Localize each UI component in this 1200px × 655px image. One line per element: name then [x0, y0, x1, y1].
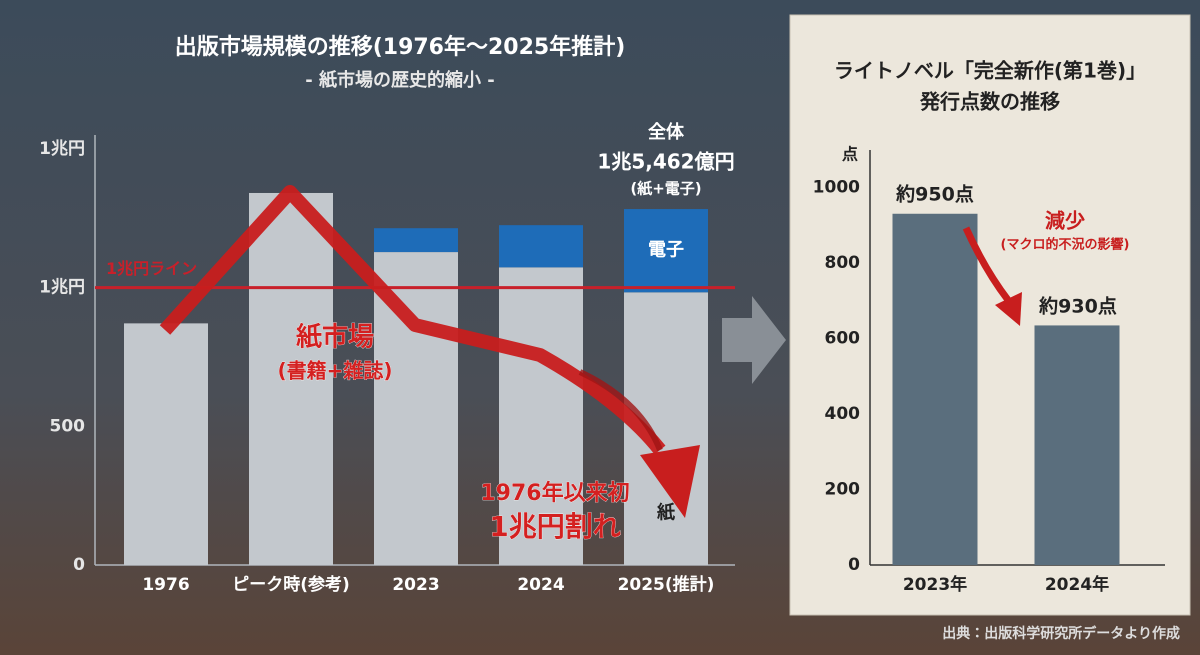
annotation: (紙+電子) — [630, 180, 701, 198]
annotation: (書籍+雑誌) — [277, 359, 392, 383]
y-tick-label: 200 — [825, 480, 861, 500]
x-tick-label: 2025(推計) — [618, 574, 715, 595]
series-label: 電子 — [648, 240, 684, 261]
chart-title: 出版市場規模の推移(1976年〜2025年推計) — [175, 34, 626, 60]
annotation: 1兆円割れ — [489, 510, 620, 543]
trend-arrow — [159, 185, 666, 455]
source: 出典：出版科学研究所データより作成 — [942, 625, 1180, 642]
x-tick-label: 2023 — [392, 575, 439, 595]
annotation: 1兆5,462億円 — [597, 150, 734, 174]
annotation: 約950点 — [895, 183, 974, 206]
y-tick-label: 400 — [825, 404, 861, 424]
bar — [892, 213, 978, 565]
y-tick-label: 1000 — [813, 178, 860, 198]
bar-segment — [124, 323, 208, 565]
reference-line-label: 1兆円ライン — [106, 259, 197, 278]
chart-title: ライトノベル「完全新作(第1巻)」 — [834, 59, 1146, 83]
annotation: 約930点 — [1038, 295, 1117, 318]
series-label: 紙 — [657, 502, 675, 524]
y-tick-label: 1兆円 — [39, 139, 85, 159]
chart-subtitle: - 紙市場の歴史的縮小 - — [305, 69, 494, 91]
annotation: 1976年以来初 — [480, 480, 629, 506]
bar-segment — [499, 267, 583, 565]
change-arrow — [962, 226, 1011, 303]
bar-segment — [499, 225, 583, 268]
y-tick-label: 800 — [825, 253, 861, 273]
change-arrowhead — [995, 292, 1022, 326]
y-tick-label: 600 — [825, 329, 861, 349]
x-tick-label: 2024年 — [1045, 574, 1109, 595]
trend-arrow — [578, 369, 663, 452]
trend-arrowhead — [640, 445, 700, 518]
y-tick-label: 0 — [73, 555, 85, 575]
x-tick-label: 2023年 — [903, 574, 967, 595]
transition-arrow — [722, 296, 786, 384]
annotation: 紙市場 — [296, 322, 374, 353]
annotation: 減少 — [1045, 209, 1085, 233]
x-tick-label: ピーク時(参考) — [232, 574, 350, 595]
bar — [1034, 325, 1120, 565]
bar-segment — [249, 192, 333, 565]
x-tick-label: 1976 — [142, 575, 189, 595]
y-tick-label: 1兆円 — [39, 278, 85, 298]
annotation: 全体 — [648, 121, 685, 143]
annotation: (マクロ的不況の影響) — [1001, 237, 1130, 253]
x-tick-label: 2024 — [517, 575, 564, 595]
bar-segment — [624, 209, 708, 293]
bar-segment — [374, 228, 458, 253]
chart-title: 発行点数の推移 — [919, 90, 1060, 114]
y-tick-label: 500 — [50, 416, 86, 436]
overlay: 0 500 1兆円 1兆円 1976 ピーク時(参考) 2023 2024 2025(推計) 1兆… — [39, 121, 1129, 595]
y-tick-label: 0 — [848, 555, 860, 575]
bars — [124, 192, 1120, 565]
right-panel — [789, 14, 1191, 616]
y-unit: 点 — [842, 145, 858, 164]
